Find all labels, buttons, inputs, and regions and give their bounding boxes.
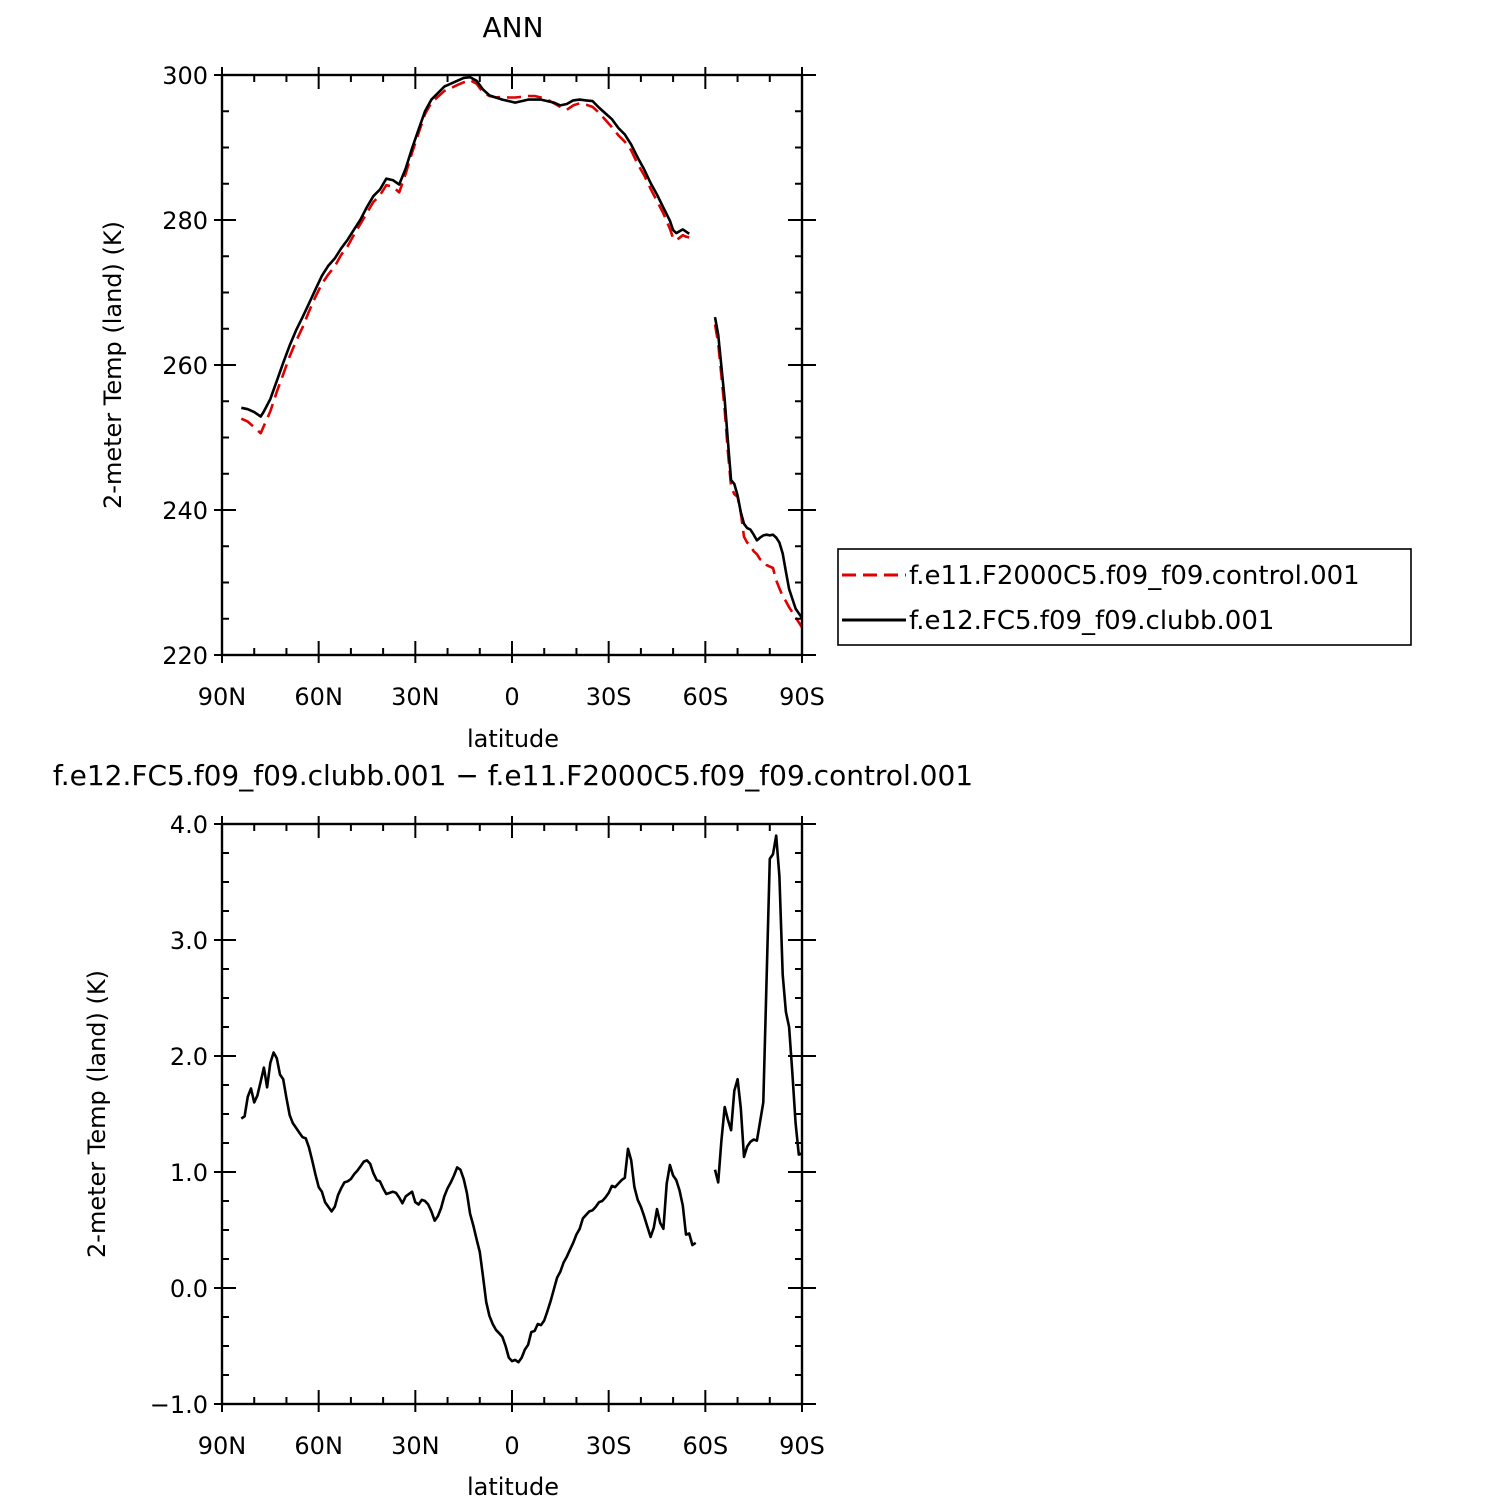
bottom-y-tick-label-3: 1.0 (170, 1159, 208, 1187)
bottom-x-tick-label-6: 90S (779, 1432, 825, 1460)
bottom-x-axis-title: latitude (467, 1473, 559, 1501)
bottom-x-tick-label-5: 60S (682, 1432, 728, 1460)
bottom-y-axis-title: 2-meter Temp (land) (K) (83, 970, 111, 1258)
top-series-1-segment-1 (713, 316, 802, 619)
legend-box (837, 548, 1412, 646)
bottom-y-tick-label-4: 0.0 (170, 1275, 208, 1303)
top-x-tick-label-6: 90S (779, 683, 825, 711)
top-plot-title: ANN (482, 11, 543, 44)
top-y-tick-label-4: 220 (162, 642, 208, 670)
bottom-x-tick-label-4: 30S (586, 1432, 632, 1460)
bottom-plot-title: f.e12.FC5.f09_f09.clubb.001 − f.e11.F200… (53, 759, 973, 792)
top-series-1-segment-0 (241, 75, 690, 418)
top-plot-frame (220, 73, 804, 657)
top-y-tick-label-2: 260 (162, 352, 208, 380)
legend-label-control: f.e11.F2000C5.f09_f09.control.001 (909, 561, 1360, 591)
bottom-tick-marks (214, 816, 816, 1412)
bottom-series-0-segment-1 (713, 834, 802, 1184)
top-x-tick-label-4: 30S (586, 683, 632, 711)
top-x-tick-label-0: 90N (198, 683, 247, 711)
top-y-tick-label-0: 300 (162, 62, 208, 90)
bottom-plot-frame (220, 822, 804, 1406)
top-x-axis-title: latitude (467, 725, 559, 753)
legend-label-clubb: f.e12.FC5.f09_f09.clubb.001 (909, 606, 1274, 636)
top-y-tick-label-3: 240 (162, 497, 208, 525)
bottom-y-tick-label-1: 3.0 (170, 927, 208, 955)
bottom-plot: 90N 60N 30N 0 30S 60S 90S 4.0 3.0 2.0 1.0 0.0 −1.0 (150, 811, 825, 1460)
bottom-series-0-segment-0 (240, 1051, 697, 1364)
bottom-x-tick-label-3: 0 (504, 1432, 519, 1460)
legend: f.e11.F2000C5.f09_f09.control.001 f.e12.… (837, 548, 1412, 646)
bottom-y-tick-label-5: −1.0 (150, 1391, 208, 1419)
top-x-tick-label-3: 0 (504, 683, 519, 711)
bottom-x-tick-label-2: 30N (391, 1432, 440, 1460)
top-y-tick-label-1: 280 (162, 207, 208, 235)
bottom-x-tick-label-1: 60N (294, 1432, 343, 1460)
top-y-axis-title: 2-meter Temp (land) (K) (99, 221, 127, 509)
top-x-tick-label-2: 30N (391, 683, 440, 711)
top-series-0-segment-0 (240, 78, 690, 435)
top-tick-marks (214, 67, 816, 663)
top-x-tick-label-1: 60N (294, 683, 343, 711)
bottom-y-tick-label-2: 2.0 (170, 1043, 208, 1071)
top-plot: 90N 60N 30N 0 30S 60S 90S 300 280 260 240 220 (162, 62, 825, 711)
top-x-tick-label-5: 60S (682, 683, 728, 711)
bottom-x-tick-label-0: 90N (198, 1432, 247, 1460)
bottom-y-tick-label-0: 4.0 (170, 811, 208, 839)
